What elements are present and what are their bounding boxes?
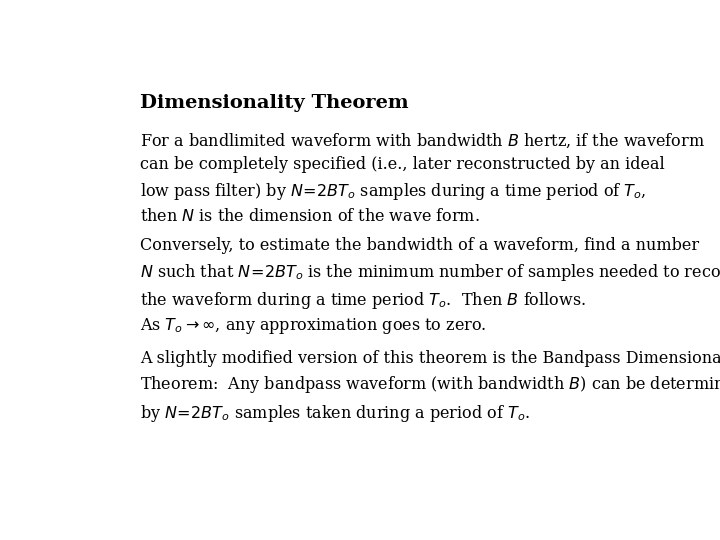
Text: A slightly modified version of this theorem is the Bandpass Dimensionality
Theor: A slightly modified version of this theo…: [140, 349, 720, 423]
Text: For a bandlimited waveform with bandwidth $B$ hertz, if the waveform
can be comp: For a bandlimited waveform with bandwidt…: [140, 131, 705, 225]
Text: Dimensionality Theorem: Dimensionality Theorem: [140, 94, 409, 112]
Text: Conversely, to estimate the bandwidth of a waveform, find a number
$N$ such that: Conversely, to estimate the bandwidth of…: [140, 238, 720, 312]
Text: As $T_o \rightarrow \infty$, any approximation goes to zero.: As $T_o \rightarrow \infty$, any approxi…: [140, 316, 487, 336]
